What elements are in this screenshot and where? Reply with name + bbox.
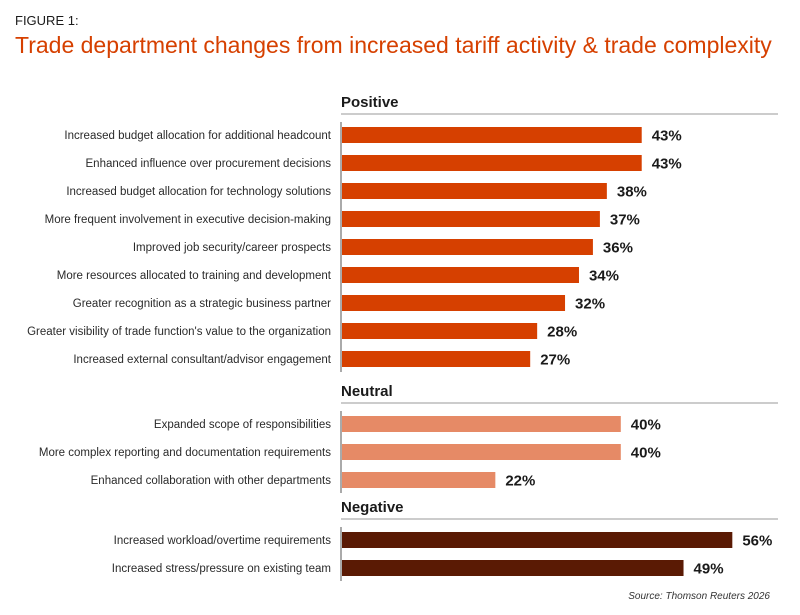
value-label: 27% [540,352,570,369]
category-label: Greater visibility of trade function's v… [27,326,331,338]
category-label: Enhanced collaboration with other depart… [91,475,332,487]
bar [342,183,607,199]
bar [342,560,684,576]
bar [342,295,566,311]
bar [342,444,621,460]
chart-title: Trade department changes from increased … [15,32,772,58]
group-title-positive: Positive [341,94,399,111]
value-label: 40% [631,445,661,462]
value-label: 40% [631,417,661,434]
value-label: 43% [652,156,682,173]
category-label: Increased stress/pressure on existing te… [112,563,331,575]
category-label: Increased budget allocation for technolo… [66,186,331,198]
bar [342,532,733,548]
value-label: 34% [589,268,619,285]
category-label: Increased workload/overtime requirements [114,535,332,547]
category-label: Expanded scope of responsibilities [154,419,331,431]
value-label: 37% [610,212,640,229]
value-label: 49% [694,561,724,578]
category-label: More complex reporting and documentation… [39,447,331,459]
category-label: More resources allocated to training and… [57,270,332,282]
group-title-negative: Negative [341,499,404,516]
bar [342,155,642,171]
value-label: 56% [742,533,772,550]
value-label: 43% [652,128,682,145]
value-label: 32% [575,296,605,313]
bar [342,211,600,227]
bar [342,323,538,339]
category-label: Greater recognition as a strategic busin… [73,298,331,310]
group-title-neutral: Neutral [341,383,393,400]
value-label: 38% [617,184,647,201]
value-label: 28% [547,324,577,341]
figure-label: FIGURE 1: [15,13,79,28]
category-label: Improved job security/career prospects [133,242,331,254]
bar [342,416,621,432]
bar [342,351,531,367]
category-label: Increased budget allocation for addition… [64,130,331,142]
category-label: Increased external consultant/advisor en… [73,354,331,366]
category-label: Enhanced influence over procurement deci… [86,158,332,170]
value-label: 22% [505,473,535,490]
bar [342,239,593,255]
category-label: More frequent involvement in executive d… [45,214,331,226]
source-note: Source: Thomson Reuters 2026 [628,591,770,602]
bar [342,472,496,488]
bar [342,127,642,143]
value-label: 36% [603,240,633,257]
bar [342,267,579,283]
